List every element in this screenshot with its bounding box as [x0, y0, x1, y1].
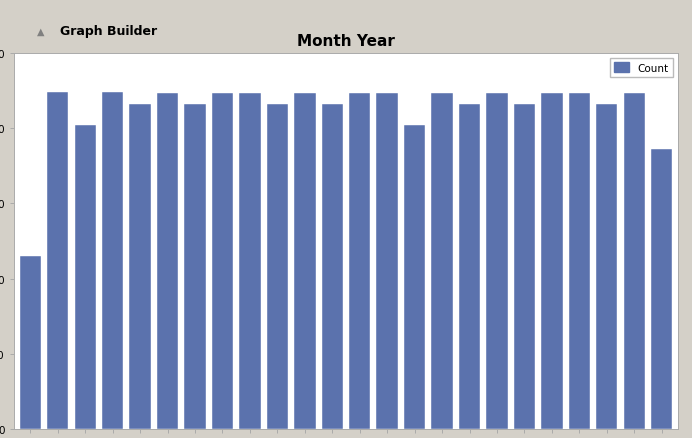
Bar: [513, 105, 535, 429]
Bar: [266, 105, 288, 429]
Bar: [596, 105, 617, 429]
Bar: [157, 94, 179, 429]
Bar: [376, 94, 398, 429]
Bar: [322, 105, 343, 429]
Bar: [19, 257, 41, 429]
Bar: [541, 94, 563, 429]
Bar: [239, 94, 261, 429]
Title: Month Year: Month Year: [297, 34, 395, 49]
Bar: [75, 126, 96, 429]
Bar: [294, 94, 316, 429]
Bar: [102, 93, 123, 429]
Bar: [569, 94, 590, 429]
Bar: [623, 94, 645, 429]
Bar: [486, 94, 508, 429]
Bar: [651, 150, 673, 429]
Bar: [129, 105, 151, 429]
Bar: [47, 93, 69, 429]
Bar: [431, 94, 453, 429]
Bar: [349, 94, 370, 429]
Legend: Count: Count: [610, 59, 673, 78]
Bar: [184, 105, 206, 429]
Bar: [404, 126, 426, 429]
Bar: [212, 94, 233, 429]
Text: Graph Builder: Graph Builder: [60, 25, 158, 38]
Bar: [459, 105, 480, 429]
Text: ▲: ▲: [37, 26, 44, 36]
